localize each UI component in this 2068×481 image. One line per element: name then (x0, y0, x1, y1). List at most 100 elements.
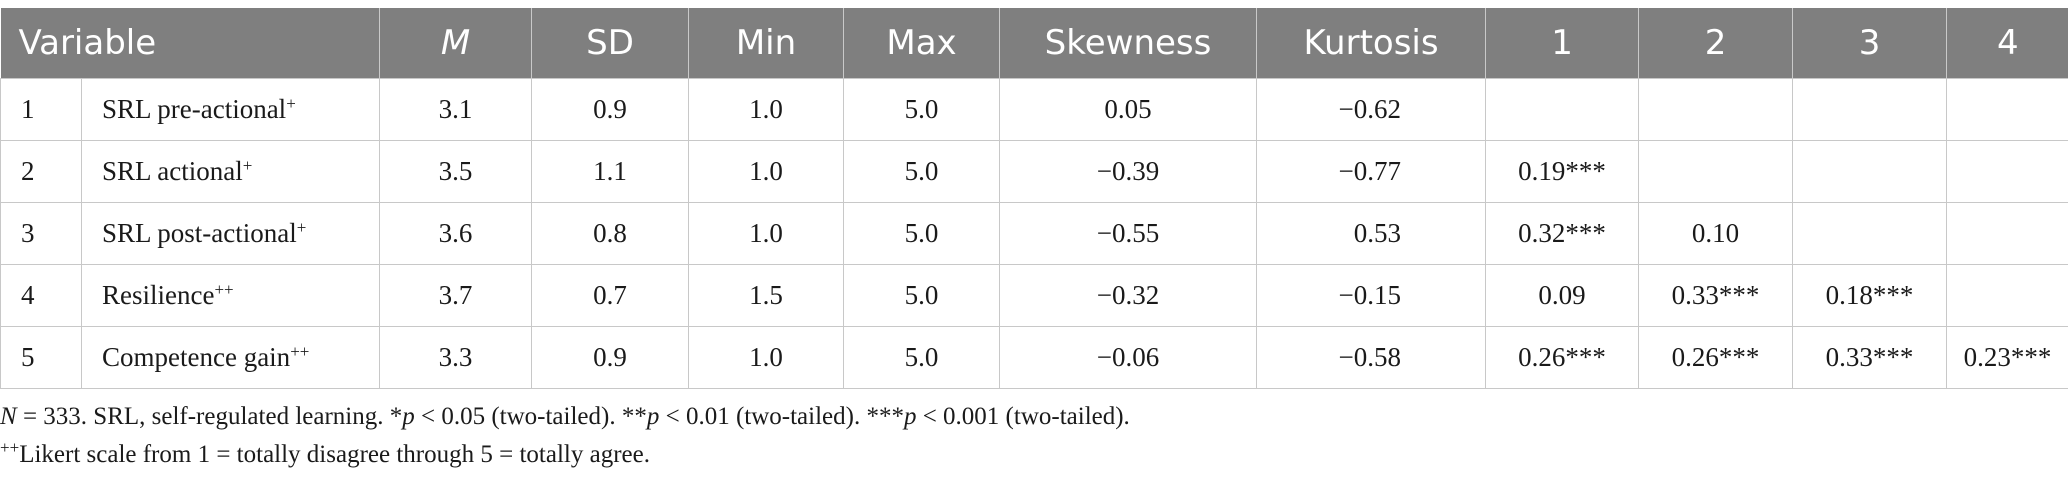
cell-skewness: −0.06 (999, 326, 1258, 389)
row-variable-name: Competence gain++ (80, 326, 381, 389)
cell-mean: 3.3 (379, 326, 533, 389)
descriptive-statistics-table-wrapper: Variable M SD Min Max Skewness Kurtosis … (0, 8, 2068, 389)
cell-corr-4: 0.23*** (1946, 326, 2068, 389)
variable-label: Resilience (102, 280, 215, 310)
cell-corr-4 (1946, 264, 2068, 327)
header-sd: SD (531, 8, 689, 79)
cell-corr-2: 0.26*** (1638, 326, 1794, 389)
p-threshold-text: < 0.001 (two-tailed). (916, 403, 1130, 430)
header-row: Variable M SD Min Max Skewness Kurtosis … (0, 8, 2068, 79)
header-corr-3: 3 (1792, 8, 1947, 79)
variable-label: SRL post-actional (102, 218, 297, 248)
cell-sd: 0.8 (531, 202, 690, 265)
header-variable: Variable (0, 8, 380, 79)
cell-min: 1.0 (688, 202, 845, 265)
header-corr-4: 4 (1946, 8, 2068, 79)
cell-corr-1: 0.09 (1485, 264, 1640, 327)
variable-label: Competence gain (102, 342, 291, 372)
cell-max: 5.0 (843, 264, 1001, 327)
cell-mean: 3.1 (379, 78, 533, 141)
table-row: 4 Resilience++ 3.7 0.7 1.5 5.0 −0.32 −0.… (0, 264, 2068, 327)
row-variable-name: SRL pre-actional+ (80, 78, 381, 141)
row-index: 1 (0, 78, 82, 141)
table-row: 2 SRL actional+ 3.5 1.1 1.0 5.0 −0.39 −0… (0, 140, 2068, 203)
cell-corr-1 (1485, 78, 1640, 141)
variable-label: SRL pre-actional (102, 94, 287, 124)
table-row: 5 Competence gain++ 3.3 0.9 1.0 5.0 −0.0… (0, 326, 2068, 389)
row-variable-name: SRL actional+ (80, 140, 381, 203)
table-row: 1 SRL pre-actional+ 3.1 0.9 1.0 5.0 0.05… (0, 78, 2068, 141)
cell-skewness: −0.39 (999, 140, 1258, 203)
header-skewness: Skewness (999, 8, 1257, 79)
cell-corr-4 (1946, 78, 2068, 141)
cell-corr-3 (1792, 78, 1948, 141)
descriptive-statistics-table: Variable M SD Min Max Skewness Kurtosis … (0, 8, 2068, 389)
cell-max: 5.0 (843, 78, 1001, 141)
row-variable-name: Resilience++ (80, 264, 381, 327)
row-index: 4 (0, 264, 82, 327)
cell-sd: 0.7 (531, 264, 690, 327)
row-variable-name: SRL post-actional+ (80, 202, 381, 265)
sample-size-symbol: N (0, 403, 17, 430)
header-min: Min (688, 8, 844, 79)
p-threshold-text: < 0.05 (two-tailed). ** (414, 403, 647, 430)
cell-skewness: 0.05 (999, 78, 1258, 141)
cell-min: 1.0 (688, 326, 845, 389)
cell-corr-3: 0.33*** (1792, 326, 1948, 389)
cell-corr-4 (1946, 140, 2068, 203)
header-mean: M (379, 8, 532, 79)
cell-max: 5.0 (843, 140, 1001, 203)
cell-min: 1.0 (688, 78, 845, 141)
p-symbol: p (646, 403, 660, 430)
cell-mean: 3.7 (379, 264, 533, 327)
row-index: 3 (0, 202, 82, 265)
row-index: 2 (0, 140, 82, 203)
cell-sd: 0.9 (531, 326, 690, 389)
cell-sd: 1.1 (531, 140, 690, 203)
cell-kurtosis: −0.62 (1256, 78, 1487, 141)
cell-corr-4 (1946, 202, 2068, 265)
p-symbol: p (402, 403, 415, 430)
table-footnote-significance: N = 333. SRL, self-regulated learning. *… (0, 398, 2068, 436)
header-kurtosis: Kurtosis (1256, 8, 1486, 79)
cell-kurtosis: −0.58 (1256, 326, 1487, 389)
cell-corr-2 (1638, 140, 1794, 203)
cell-min: 1.5 (688, 264, 845, 327)
cell-kurtosis: −0.15 (1256, 264, 1487, 327)
header-corr-2: 2 (1638, 8, 1793, 79)
table-notes: N = 333. SRL, self-regulated learning. *… (0, 398, 2068, 474)
cell-kurtosis: 0.53 (1256, 202, 1487, 265)
table-footnote-likert: ++Likert scale from 1 = totally disagree… (0, 436, 2068, 474)
header-corr-1: 1 (1485, 8, 1639, 79)
p-threshold-text: < 0.01 (two-tailed). *** (659, 403, 904, 430)
cell-corr-1: 0.26*** (1485, 326, 1640, 389)
cell-mean: 3.5 (379, 140, 533, 203)
cell-corr-2: 0.10 (1638, 202, 1794, 265)
cell-kurtosis: −0.77 (1256, 140, 1487, 203)
header-max: Max (843, 8, 1000, 79)
cell-skewness: −0.55 (999, 202, 1258, 265)
cell-max: 5.0 (843, 202, 1001, 265)
cell-max: 5.0 (843, 326, 1001, 389)
cell-mean: 3.6 (379, 202, 533, 265)
variable-superscript: + (296, 218, 307, 237)
variable-superscript: + (242, 156, 253, 175)
sample-size-text: = 333. SRL, self-regulated learning. * (16, 403, 403, 430)
cell-corr-1: 0.32*** (1485, 202, 1640, 265)
cell-corr-3 (1792, 202, 1948, 265)
cell-corr-3 (1792, 140, 1948, 203)
likert-text: Likert scale from 1 = totally disagree t… (19, 441, 650, 468)
variable-superscript: ++ (214, 280, 234, 299)
cell-corr-3: 0.18*** (1792, 264, 1948, 327)
table-row: 3 SRL post-actional+ 3.6 0.8 1.0 5.0 −0.… (0, 202, 2068, 265)
cell-corr-1: 0.19*** (1485, 140, 1640, 203)
variable-superscript: ++ (290, 342, 310, 361)
cell-sd: 0.9 (531, 78, 690, 141)
cell-corr-2 (1638, 78, 1794, 141)
row-index: 5 (0, 326, 82, 389)
p-symbol: p (903, 403, 917, 430)
cell-min: 1.0 (688, 140, 845, 203)
variable-superscript: + (286, 94, 296, 113)
cell-skewness: −0.32 (999, 264, 1258, 327)
variable-label: SRL actional (102, 156, 243, 186)
